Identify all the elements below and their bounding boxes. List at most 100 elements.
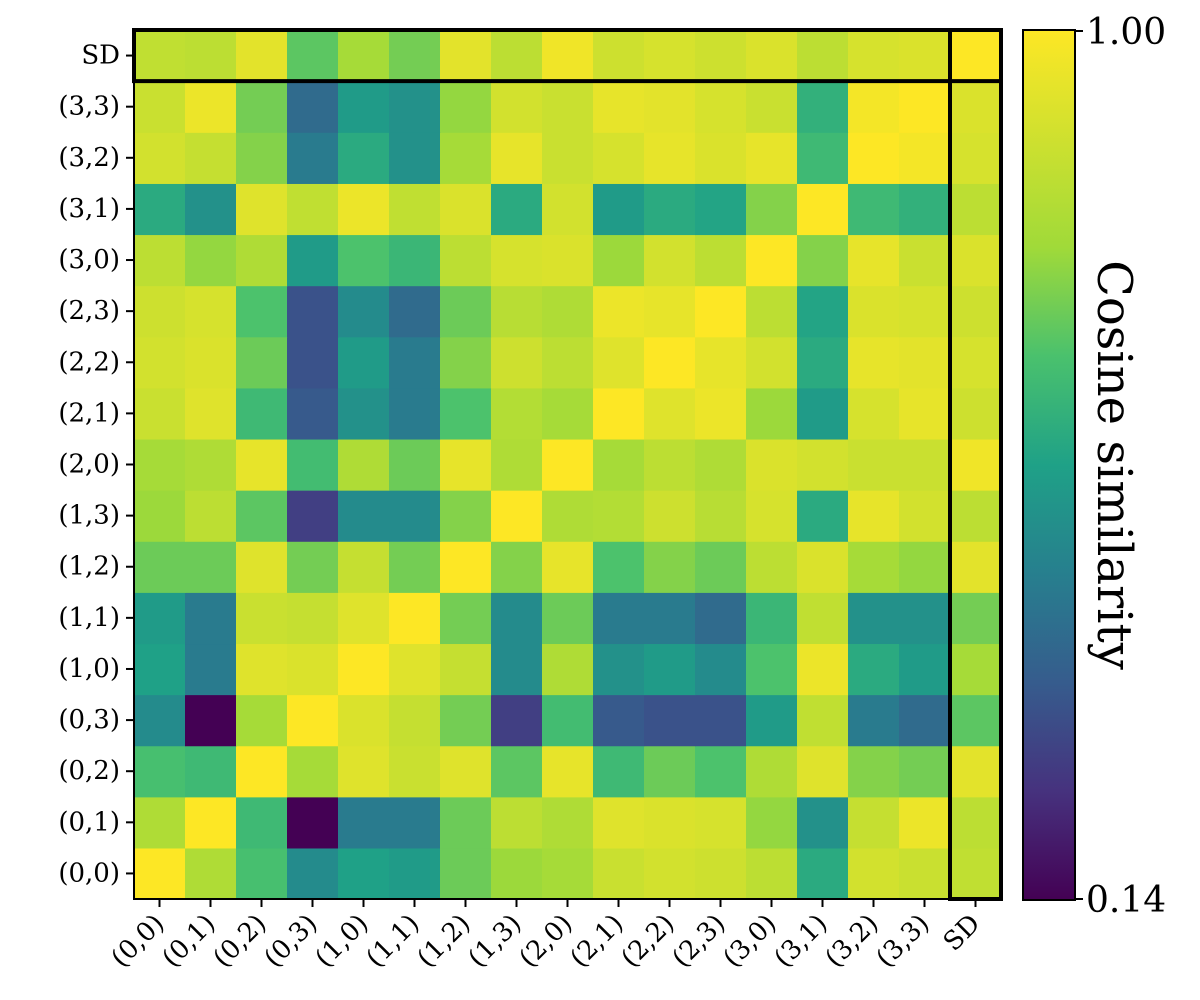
heatmap-cell [389,541,441,593]
heatmap-cell [236,490,288,542]
heatmap-cell [542,132,594,184]
heatmap-cell [746,81,798,133]
y-tick-label: (2,0) [58,450,120,480]
heatmap-cell [185,234,237,287]
heatmap-cell [644,285,696,338]
y-tick-label: (3,3) [58,92,120,122]
heatmap-cell [593,745,645,798]
heatmap-cell [848,745,900,798]
heatmap-cell [287,847,339,900]
heatmap-cell [389,847,441,900]
heatmap-cell [848,234,900,287]
y-tick-label: (1,0) [58,654,120,684]
heatmap-cell [287,643,339,696]
heatmap-cell [440,234,492,287]
heatmap-cell [848,285,900,338]
heatmap-cell [899,796,951,849]
heatmap-cell [542,847,594,900]
heatmap-cell [287,541,339,593]
heatmap-cell [134,541,186,593]
heatmap-cell [440,847,492,900]
heatmap-cell [644,234,696,287]
heatmap-cell [542,796,594,849]
heatmap-cell [236,592,288,645]
heatmap-cell [338,234,390,287]
x-tick-label: (3,0) [718,909,783,974]
heatmap-cell [950,592,1002,645]
heatmap-cell [287,132,339,184]
heatmap-cell [899,336,951,389]
heatmap-cell [440,796,492,849]
heatmap-cell [389,694,441,747]
heatmap-cell [797,541,849,593]
heatmap-cell [185,81,237,133]
heatmap-cell [491,847,543,900]
heatmap-cell [338,541,390,593]
heatmap-cell [389,183,441,236]
heatmap-cell [644,694,696,747]
heatmap-cell [389,234,441,287]
heatmap-cell [950,285,1002,338]
heatmap-cell [491,592,543,645]
heatmap-cell [950,234,1002,287]
heatmap-cell [185,592,237,645]
heatmap-cell [134,592,186,645]
heatmap-cell [134,336,186,389]
x-tick-label: (1,3) [463,909,528,974]
heatmap-cell [389,30,441,82]
heatmap-cell [389,438,441,491]
heatmap-cell [695,285,747,338]
heatmap-cell [236,643,288,696]
x-tick-label: (1,1) [361,909,426,974]
heatmap-cell [848,541,900,593]
heatmap-cell [695,490,747,542]
heatmap-cell [644,796,696,849]
heatmap-cell [134,132,186,184]
heatmap-cell [491,438,543,491]
heatmap-cell [287,490,339,542]
heatmap-cell [287,694,339,747]
heatmap-cell [389,387,441,440]
heatmap-cell [338,30,390,82]
x-tick-label: (0,1) [157,909,222,974]
heatmap-cell [236,132,288,184]
heatmap-cell [593,285,645,338]
heatmap-cell [746,541,798,593]
y-tick-label: (1,2) [58,552,120,582]
heatmap-cell [950,183,1002,236]
heatmap-cell [644,643,696,696]
heatmap-cell [746,438,798,491]
y-tick-label: (2,2) [58,347,120,377]
heatmap-cell [593,132,645,184]
colorbar: 1.00 0.14 Cosine similarity [1022,12,1166,921]
heatmap-cell [134,30,186,82]
heatmap-cell [746,592,798,645]
heatmap-cell [389,643,441,696]
heatmap-cell [287,285,339,338]
heatmap-cell [899,847,951,900]
heatmap-cell [695,387,747,440]
heatmap-cell [848,490,900,542]
heatmap-cell [185,132,237,184]
heatmap-cell [542,643,594,696]
colorbar-title: Cosine similarity [1086,260,1142,670]
heatmap-cell [644,30,696,82]
heatmap-cell [593,694,645,747]
heatmap-cell [491,30,543,82]
heatmap-cell [899,438,951,491]
heatmap-cell [338,81,390,133]
heatmap-cell [950,745,1002,798]
heatmap-cell [899,183,951,236]
heatmap-cell [440,387,492,440]
heatmap-cell [236,387,288,440]
heatmap-cell [746,132,798,184]
heatmap-cell [338,592,390,645]
heatmap-cell [440,30,492,82]
heatmap-cell [695,694,747,747]
heatmap-cell [236,541,288,593]
heatmap-cell [797,30,849,82]
heatmap-cell [440,81,492,133]
y-tick-label: (0,2) [58,756,120,786]
heatmap-cell [695,336,747,389]
heatmap-cell [491,132,543,184]
